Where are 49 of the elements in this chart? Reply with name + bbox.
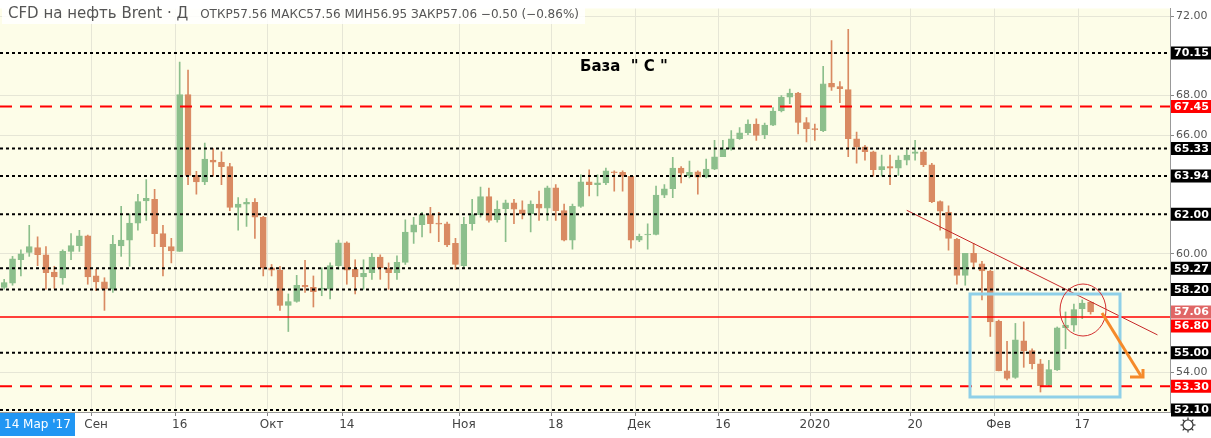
candlestick (535, 190, 543, 221)
x-tick-label: Фев (986, 417, 1012, 432)
candlestick (911, 139, 919, 161)
ref-line-label: 52.10 (1174, 403, 1210, 417)
y-tick-label: 66.00 (1176, 128, 1208, 142)
ref-line-label: 59.27 (1174, 261, 1209, 275)
candlestick (610, 170, 618, 192)
candlestick (301, 260, 309, 293)
x-tick-label: 2020 (799, 417, 831, 432)
annotation: 57.06 (1174, 305, 1210, 319)
candlestick (67, 233, 75, 261)
x-tick-label: 18 (548, 417, 564, 432)
candlestick (209, 148, 217, 177)
candlestick (167, 238, 175, 264)
candlestick (284, 293, 292, 332)
chart-subtitle: ОТКР57.56 МАКС57.56 МИН56.95 ЗАКР57.06 −0.50 (−0.86%) (200, 7, 579, 21)
candlestick (435, 211, 443, 243)
x-tick-label: 16 (715, 417, 731, 432)
chart-title: CFD на нефть Brent · Д (8, 4, 189, 22)
candlestick (234, 197, 242, 231)
ref-line-label: 63.94 (1174, 169, 1210, 183)
y-tick-label: 68.00 (1176, 88, 1208, 102)
x-tick-label: 14 (339, 417, 355, 432)
ref-line-label: 53.30 (1174, 379, 1210, 393)
candlestick (1003, 341, 1011, 381)
y-tick-label: 54.00 (1176, 365, 1208, 379)
ref-line-label: 65.33 (1174, 141, 1209, 155)
y-tick-label: 72.00 (1176, 9, 1208, 23)
ref-line-label: 55.00 (1174, 346, 1210, 360)
y-tick-label: 60.00 (1176, 246, 1208, 260)
ref-line-label: 58.20 (1174, 282, 1210, 296)
candlestick (644, 223, 652, 250)
x-tick-label: Сен (84, 417, 108, 432)
x-tick-label: Ноя (452, 417, 476, 432)
ref-line-label: 56.80 (1174, 319, 1210, 333)
ref-line-label: 67.45 (1174, 99, 1209, 113)
candlestick (117, 206, 125, 257)
candlestick (585, 169, 593, 197)
annotation: База " С " (580, 57, 668, 75)
x-tick-label: 20 (907, 417, 923, 432)
candlestick (886, 154, 894, 185)
x-tick-label: Окт (259, 417, 284, 432)
x-tick-label: 16 (172, 417, 188, 432)
x-tick-label: Дек (627, 417, 652, 432)
ref-line-label: 70.15 (1174, 46, 1209, 60)
x-tick-label: 17 (1074, 417, 1090, 432)
text: 14 Мар '17 (0, 413, 75, 436)
ref-line-label: 62.00 (1174, 207, 1210, 221)
candlestick (142, 179, 150, 221)
